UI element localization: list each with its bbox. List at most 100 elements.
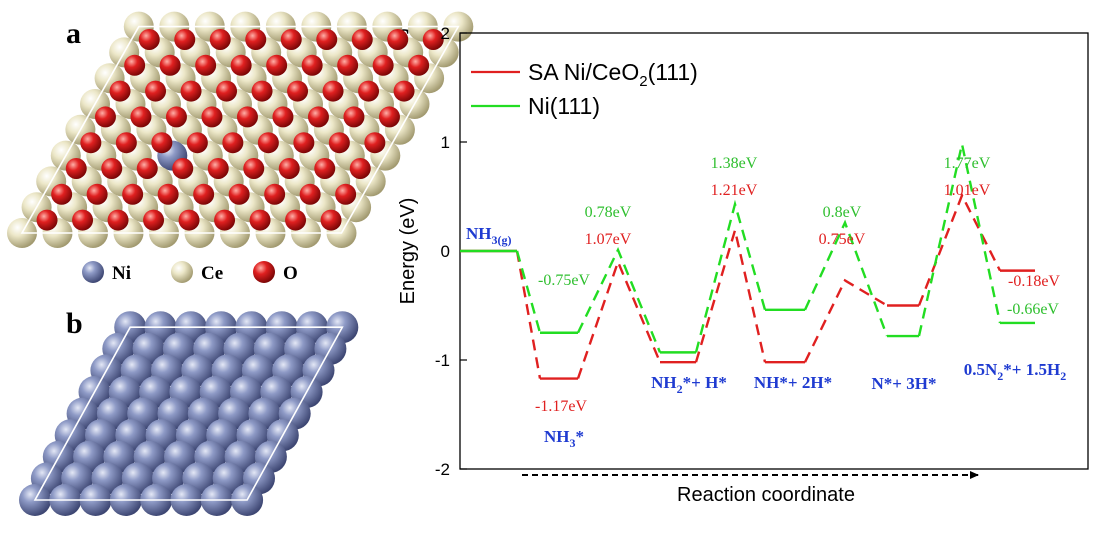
x-axis-label: Reaction coordinate bbox=[677, 484, 855, 506]
o-atom bbox=[278, 158, 300, 179]
panel-letter-b: b bbox=[66, 307, 83, 340]
legend-label-sa-ni: SA Ni/CeO2(111) bbox=[528, 59, 698, 90]
o-atom bbox=[80, 132, 102, 154]
o-atom bbox=[301, 54, 323, 76]
o-atom bbox=[65, 158, 87, 179]
o-atom bbox=[124, 54, 146, 76]
connector-ni111 bbox=[515, 250, 542, 334]
o-atom bbox=[207, 158, 229, 179]
o-atom bbox=[36, 209, 58, 231]
o-atom bbox=[115, 132, 137, 154]
o-atom bbox=[109, 80, 131, 102]
o-atom bbox=[272, 106, 294, 128]
o-atom bbox=[372, 54, 394, 76]
o-atom bbox=[228, 183, 250, 205]
o-atom bbox=[157, 183, 179, 205]
o-atom bbox=[307, 106, 329, 128]
y-axis-label: Energy (eV) bbox=[397, 198, 419, 305]
o-atom bbox=[136, 158, 158, 179]
energy-profiles bbox=[460, 143, 1035, 380]
o-atom bbox=[393, 80, 415, 102]
o-atom-label: O bbox=[283, 263, 298, 284]
reaction-state-label: NH*+ 2H* bbox=[754, 373, 832, 392]
o-atom bbox=[101, 158, 123, 179]
o-atom bbox=[337, 54, 359, 76]
o-atom bbox=[201, 106, 223, 128]
transition-state-sa-ni bbox=[694, 225, 767, 363]
chart-legend: SA Ni/CeO2(111) Ni(111) bbox=[471, 59, 698, 119]
o-atom bbox=[422, 29, 444, 50]
o-atom bbox=[209, 29, 231, 50]
y-axis-ticks: 2 1 0 -1 -2 bbox=[435, 24, 467, 479]
o-atom bbox=[172, 158, 194, 179]
panel-letter-a: a bbox=[66, 17, 81, 50]
o-atom bbox=[143, 209, 165, 231]
y-tick-label: 1 bbox=[441, 133, 450, 152]
ts-energy-label-sa-ni: 1.21eV bbox=[711, 182, 758, 199]
o-atom bbox=[107, 209, 129, 231]
transition-state-sa-ni bbox=[803, 278, 888, 363]
y-tick-label: 2 bbox=[441, 24, 450, 43]
o-atom bbox=[358, 80, 380, 102]
ts-energy-label-sa-ni: 1.07eV bbox=[585, 231, 632, 248]
ts-energy-label-sa-ni: 1.01eV bbox=[944, 182, 991, 199]
level-energy-label-sa-ni: -0.18eV bbox=[1008, 273, 1060, 290]
o-atom bbox=[351, 29, 373, 50]
o-atom bbox=[72, 209, 94, 231]
unit-cell-outline bbox=[20, 25, 460, 234]
o-atom bbox=[328, 132, 350, 154]
o-atom bbox=[299, 183, 321, 205]
o-atom bbox=[94, 106, 116, 128]
o-atom bbox=[174, 29, 196, 50]
y-tick-label: -1 bbox=[435, 351, 450, 370]
ts-energy-label-ni111: 1.38eV bbox=[711, 155, 758, 172]
reaction-state-label: NH3* bbox=[544, 427, 584, 450]
o-atom bbox=[130, 106, 152, 128]
connector-sa-ni bbox=[515, 250, 542, 379]
state-labels: NH3(g) NH3* NH2*+ H* NH*+ 2H* N*+ 3H* 0.5N2*+… bbox=[466, 224, 1066, 450]
o-atom bbox=[257, 132, 279, 154]
o-atom bbox=[214, 209, 236, 231]
o-atom bbox=[364, 132, 386, 154]
ts-energy-label-sa-ni: 0.75eV bbox=[819, 231, 866, 248]
ts-energy-label-ni111: 0.8eV bbox=[823, 204, 862, 221]
reaction-state-label: NH3(g) bbox=[466, 224, 512, 247]
o-atom bbox=[216, 80, 238, 102]
o-atom bbox=[138, 29, 160, 50]
ni-slab-model bbox=[19, 311, 359, 516]
reaction-state-label: NH2*+ H* bbox=[651, 373, 727, 396]
o-atom bbox=[186, 132, 208, 154]
o-atom bbox=[378, 106, 400, 128]
level-energy-label-sa-ni: -1.17eV bbox=[535, 398, 587, 415]
o-atom bbox=[193, 183, 215, 205]
reaction-state-label: N*+ 3H* bbox=[872, 374, 937, 393]
o-atom bbox=[178, 209, 200, 231]
o-atom bbox=[145, 80, 167, 102]
reaction-state-label: 0.5N2*+ 1.5H2 bbox=[964, 360, 1066, 383]
o-atom bbox=[222, 132, 244, 154]
ts-energy-label-ni111: 1.77eV bbox=[944, 155, 991, 172]
o-atom bbox=[122, 183, 144, 205]
ni-atom-label: Ni bbox=[112, 263, 131, 284]
ce-atom-swatch bbox=[171, 261, 193, 283]
o-atom bbox=[195, 54, 217, 76]
o-atom bbox=[245, 29, 267, 50]
transition-state-ni111 bbox=[694, 199, 767, 353]
transition-state-ni111 bbox=[576, 246, 662, 353]
o-atom bbox=[230, 54, 252, 76]
o-atom bbox=[243, 158, 265, 179]
o-atom bbox=[408, 54, 430, 76]
transition-state-sa-ni bbox=[576, 258, 662, 379]
o-atom bbox=[236, 106, 258, 128]
o-atom bbox=[322, 80, 344, 102]
transition-state-ni111 bbox=[917, 143, 1002, 337]
o-atom bbox=[335, 183, 357, 205]
energy-profile-sa-ni bbox=[460, 192, 1035, 380]
o-atom bbox=[165, 106, 187, 128]
o-atom bbox=[287, 80, 309, 102]
o-atom bbox=[285, 209, 307, 231]
o-atom bbox=[51, 183, 73, 205]
o-atom bbox=[159, 54, 181, 76]
y-tick-label: -2 bbox=[435, 460, 450, 479]
